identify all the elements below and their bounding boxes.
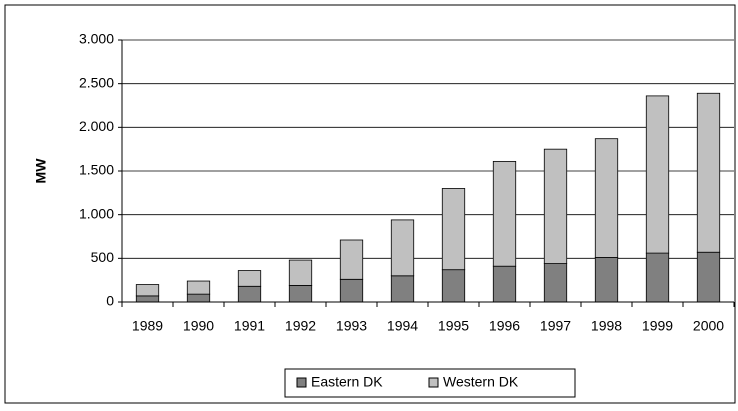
y-tick-label: 1.000 bbox=[79, 205, 114, 221]
legend-swatch bbox=[296, 377, 307, 388]
legend-swatch bbox=[428, 377, 439, 388]
y-tick-label: 0 bbox=[106, 293, 114, 309]
x-tick-label: 1996 bbox=[489, 318, 520, 334]
bar-segment bbox=[594, 257, 619, 303]
bar-segment bbox=[390, 219, 415, 277]
y-tick-label: 2.500 bbox=[79, 74, 114, 90]
x-tick-label: 2000 bbox=[693, 318, 724, 334]
bar-segment bbox=[594, 138, 619, 258]
bar-segment bbox=[696, 92, 721, 253]
bar-segment bbox=[186, 293, 211, 303]
x-tick-label: 1992 bbox=[285, 318, 316, 334]
bar-segment bbox=[339, 239, 364, 280]
x-tick-label: 1991 bbox=[234, 318, 265, 334]
legend-label: Western DK bbox=[443, 374, 519, 390]
bar-segment bbox=[492, 265, 517, 303]
y-tick-label: 3.000 bbox=[79, 31, 114, 47]
bar-segment bbox=[441, 269, 466, 303]
legend-label: Eastern DK bbox=[311, 374, 383, 390]
bar-segment bbox=[543, 263, 568, 303]
bar-segment bbox=[339, 278, 364, 303]
x-tick-label: 1995 bbox=[438, 318, 469, 334]
bar-segment bbox=[237, 270, 262, 287]
bar-segment bbox=[186, 280, 211, 295]
bar-segment bbox=[645, 252, 670, 303]
x-tick-label: 1997 bbox=[540, 318, 571, 334]
y-tick-label: 500 bbox=[91, 249, 115, 265]
bar-segment bbox=[135, 295, 160, 303]
bar-segment bbox=[288, 259, 313, 286]
y-tick-label: 2.000 bbox=[79, 118, 114, 134]
x-tick-label: 1994 bbox=[387, 318, 418, 334]
y-tick-label: 1.500 bbox=[79, 162, 114, 178]
bar-segment bbox=[288, 285, 313, 303]
bar-segment bbox=[645, 95, 670, 254]
x-tick-label: 1998 bbox=[591, 318, 622, 334]
bar-segment bbox=[543, 148, 568, 264]
x-tick-label: 1990 bbox=[183, 318, 214, 334]
y-axis-label: MW bbox=[33, 158, 49, 184]
bar-segment bbox=[441, 188, 466, 271]
bar-segment bbox=[696, 251, 721, 303]
x-tick-label: 1989 bbox=[132, 318, 163, 334]
bar-segment bbox=[390, 275, 415, 303]
bar-segment bbox=[492, 160, 517, 267]
bar-segment bbox=[237, 285, 262, 303]
chart-frame bbox=[4, 4, 736, 404]
x-tick-label: 1993 bbox=[336, 318, 367, 334]
bar-segment bbox=[135, 284, 160, 297]
x-tick-label: 1999 bbox=[642, 318, 673, 334]
